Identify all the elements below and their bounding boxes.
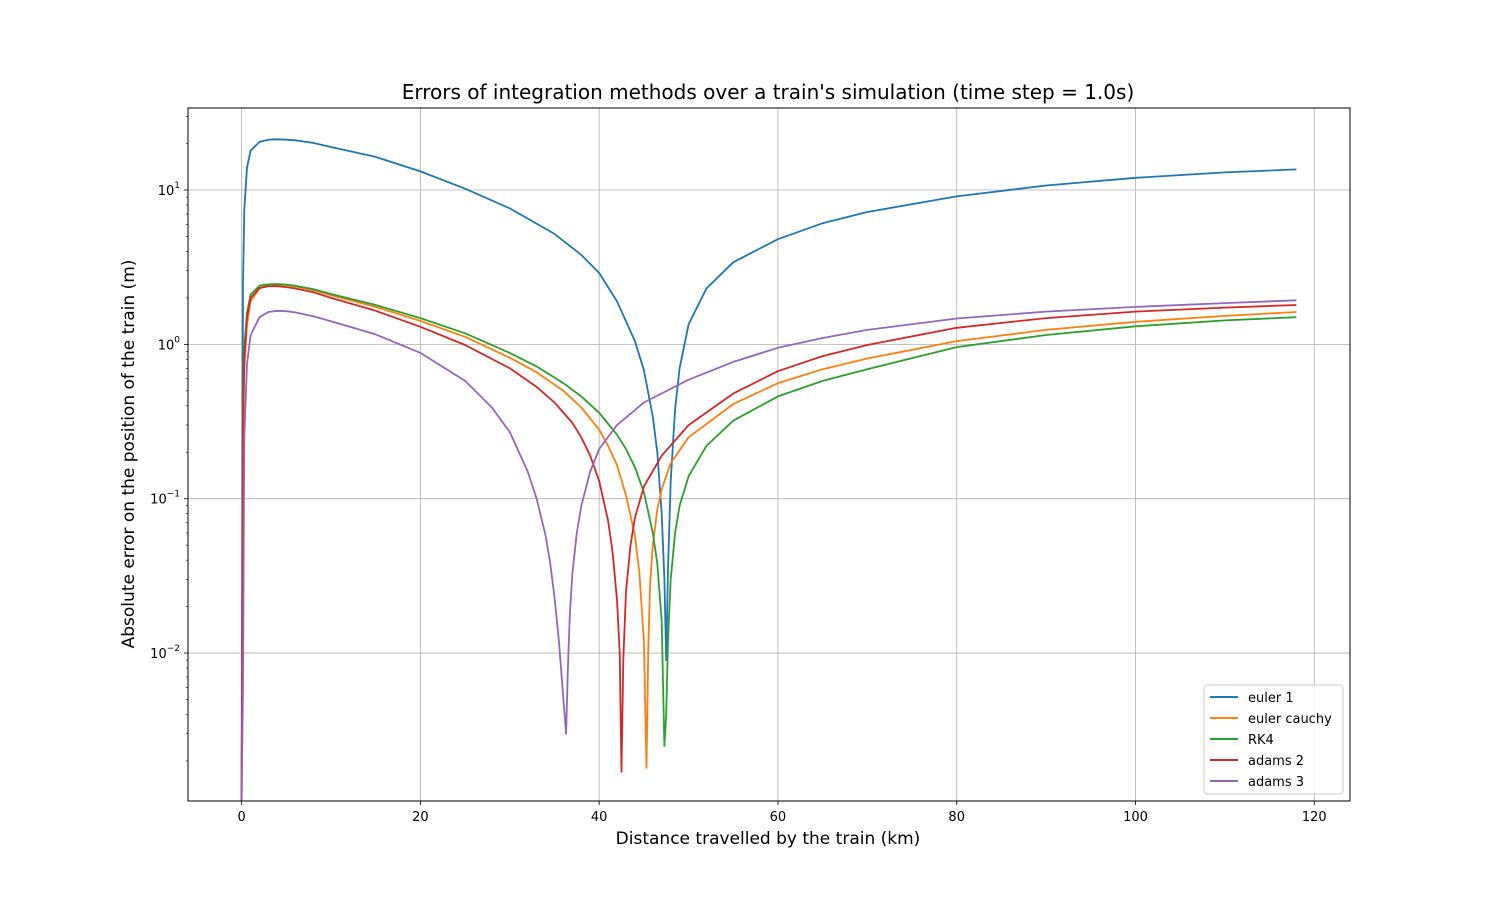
x-tick-label: 0: [237, 810, 245, 825]
x-tick-label: 20: [412, 810, 429, 825]
y-tick-label: 100: [158, 335, 181, 353]
legend-label: euler cauchy: [1248, 712, 1332, 727]
y-tick-base: 10: [150, 647, 167, 662]
series-lines: [240, 138, 1297, 802]
legend-label: euler 1: [1248, 691, 1294, 706]
x-axis-title: Distance travelled by the train (km): [616, 829, 921, 849]
chart-title: Errors of integration methods over a tra…: [402, 80, 1135, 104]
series-line-adams-3: [240, 299, 1297, 802]
x-tick-label: 60: [770, 810, 787, 825]
x-tick-label: 120: [1302, 810, 1327, 825]
y-tick-label: 10−2: [150, 644, 180, 662]
legend-label: adams 3: [1248, 775, 1304, 790]
y-tick-base: 10: [158, 184, 175, 199]
legend-label: RK4: [1248, 733, 1274, 748]
y-axis-title: Absolute error on the position of the tr…: [119, 260, 139, 649]
y-tick-label: 10−1: [150, 490, 180, 508]
grid: [188, 108, 1350, 801]
y-tick-exponent: 1: [174, 181, 180, 191]
series-line-euler-1: [240, 138, 1297, 802]
y-tick-base: 10: [150, 493, 167, 508]
legend-box: [1203, 684, 1344, 795]
y-tick-exponent: 0: [174, 335, 180, 345]
legend-label: adams 2: [1248, 754, 1304, 769]
y-tick-exponent: −1: [167, 490, 180, 500]
x-tick-label: 40: [591, 810, 608, 825]
x-axis-ticks: 0 20 40 60 80 100 120: [237, 801, 1327, 825]
series-line-rk4: [240, 283, 1297, 802]
x-tick-label: 100: [1123, 810, 1148, 825]
legend: euler 1 euler cauchy RK4 adams 2 adams 3: [1203, 684, 1344, 795]
y-tick-base: 10: [158, 338, 175, 353]
plot-frame: [187, 107, 1351, 802]
series-line-adams-2: [240, 285, 1297, 802]
x-tick-label: 80: [948, 810, 965, 825]
y-tick-exponent: −2: [167, 644, 180, 654]
y-tick-label: 101: [158, 181, 180, 199]
